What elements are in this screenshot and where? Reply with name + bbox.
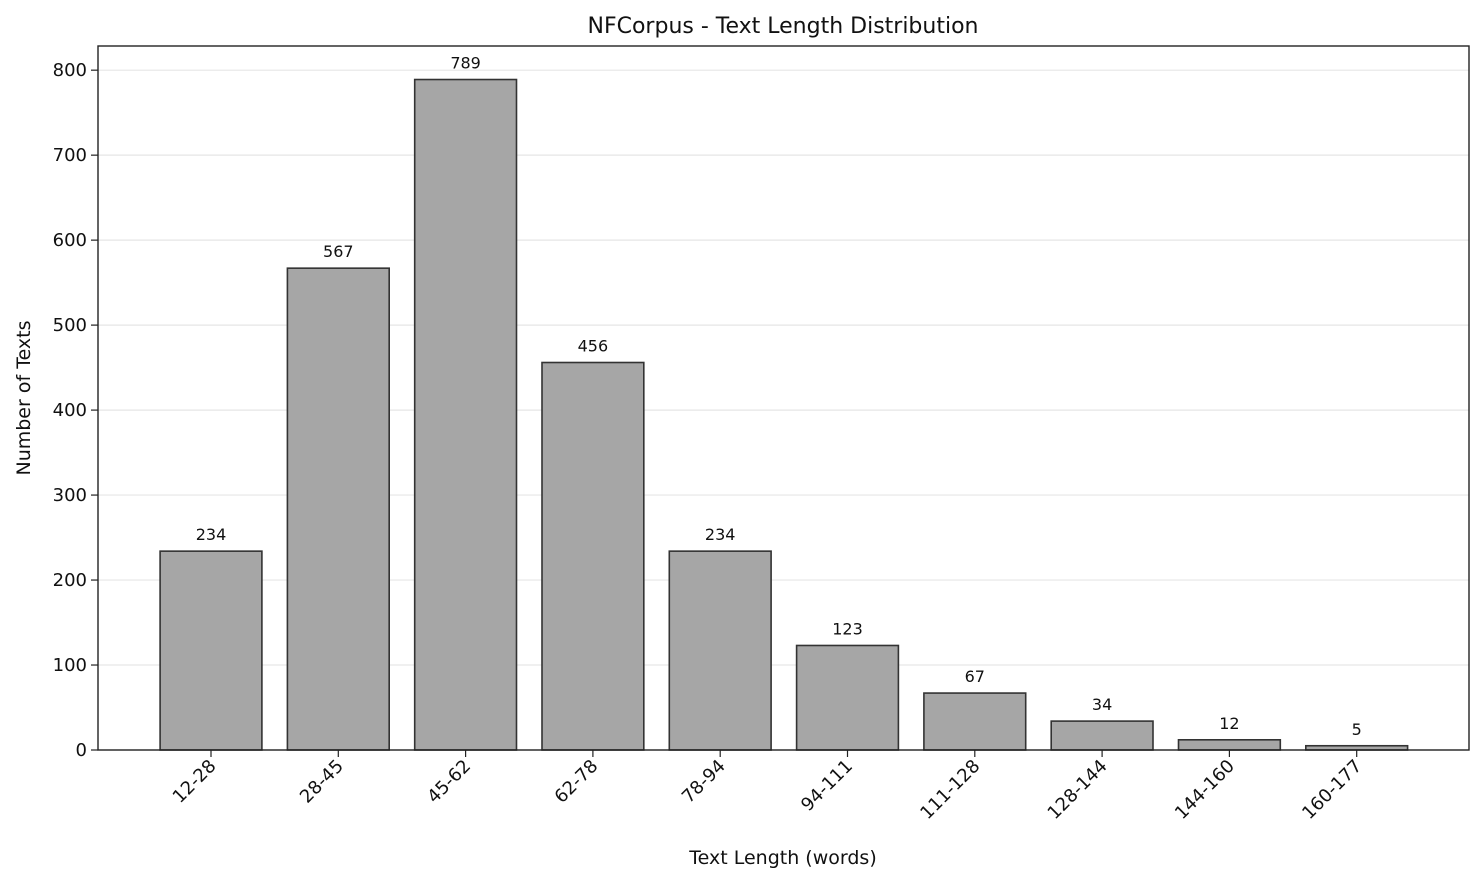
bar-value-label: 12 — [1219, 714, 1239, 733]
y-tick-label: 200 — [53, 570, 87, 591]
bar — [159, 550, 263, 751]
y-tick-label: 300 — [53, 485, 87, 506]
y-tick-label: 600 — [53, 230, 87, 251]
plot-area-frame — [97, 45, 1470, 751]
bar — [1050, 720, 1154, 751]
chart-title: NFCorpus - Text Length Distribution — [588, 14, 979, 39]
bar — [413, 78, 518, 751]
y-axis-label: Number of Texts — [13, 320, 35, 475]
bar — [286, 267, 390, 751]
y-tick-label: 700 — [53, 145, 87, 166]
bars — [159, 78, 1409, 751]
y-tick-label: 100 — [53, 655, 87, 676]
y-tick-label: 400 — [53, 400, 87, 421]
bar — [923, 692, 1027, 751]
bar-value-label: 567 — [323, 242, 354, 261]
bar — [1177, 739, 1282, 751]
bar-value-label: 67 — [965, 667, 985, 686]
bar-value-label: 234 — [705, 525, 736, 544]
y-tick-label: 500 — [53, 315, 87, 336]
bar — [795, 644, 900, 751]
bar-value-label: 789 — [450, 54, 481, 73]
x-axis-label: Text Length (words) — [688, 847, 876, 869]
bar — [668, 550, 772, 751]
y-tick-label: 0 — [76, 740, 87, 761]
bar-value-label: 234 — [196, 525, 227, 544]
bar-value-label: 34 — [1092, 695, 1112, 714]
bar — [541, 361, 645, 751]
bar-value-label: 5 — [1352, 720, 1362, 739]
data-labels: 234 567 789 456 234 123 67 34 12 5 — [196, 54, 1362, 739]
y-tick-label: 800 — [53, 60, 87, 81]
y-axis-ticks: 0 100 200 300 400 500 600 700 800 — [53, 60, 98, 761]
bar-value-label: 123 — [832, 619, 863, 638]
bar-value-label: 456 — [578, 337, 609, 356]
